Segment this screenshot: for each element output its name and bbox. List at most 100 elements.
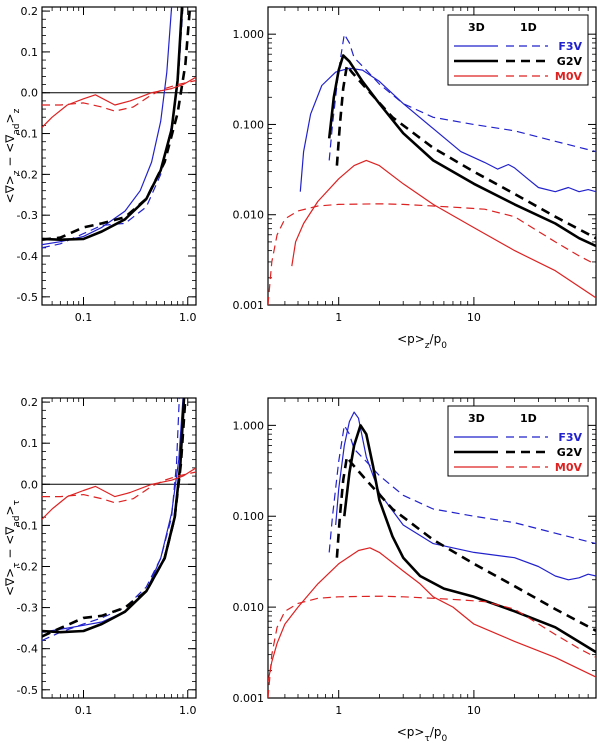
x-axis: 1 10 bbox=[267, 398, 597, 717]
x-axis-title-part: τ bbox=[424, 734, 429, 744]
y-tick-label: 0.001 bbox=[233, 692, 265, 705]
plot-frame bbox=[267, 6, 597, 306]
legend-label: M0V bbox=[555, 70, 583, 83]
legend-label: M0V bbox=[555, 461, 583, 474]
series-line-f3v-3d bbox=[335, 411, 596, 581]
y-axis-title: <∇>z − <∇ad>z bbox=[3, 108, 22, 203]
series-line-f3v-1d bbox=[42, 7, 184, 249]
x-tick-label: 1.0 bbox=[179, 704, 197, 717]
x-axis-title-part: z bbox=[425, 341, 430, 351]
x-axis-title: <p>z/p0 bbox=[397, 332, 447, 351]
x-tick-label: 1 bbox=[335, 704, 342, 717]
series-line-m0v-3d bbox=[291, 159, 596, 299]
y-tick-label: -0.3 bbox=[17, 209, 38, 222]
series-line-g2v-1d bbox=[335, 64, 596, 240]
series-line-g2v-3d bbox=[42, 7, 184, 241]
x-axis-title-part: 0 bbox=[442, 734, 448, 744]
legend-header-1d: 1D bbox=[520, 412, 537, 425]
series-line-g2v-1d bbox=[335, 455, 596, 632]
x-axis-title: <p>τ/p0 bbox=[397, 725, 448, 744]
y-axis-title-part: > bbox=[3, 505, 17, 515]
plot-frame bbox=[41, 6, 197, 306]
x-tick-label: 0.1 bbox=[75, 311, 93, 324]
x-axis-title-part: /p bbox=[430, 332, 442, 346]
legend-box bbox=[447, 405, 589, 477]
legend-label: F3V bbox=[558, 431, 582, 444]
y-axis: 1.000 0.100 0.010 0.001 bbox=[233, 6, 596, 312]
series-line-g2v-3d bbox=[42, 398, 186, 634]
series-line-m0v-1d bbox=[268, 203, 596, 305]
x-axis-title-part: <p> bbox=[397, 332, 425, 346]
y-tick-label: 0.001 bbox=[233, 299, 265, 312]
series-line-g2v-1d bbox=[42, 398, 187, 638]
x-tick-label: 0.1 bbox=[75, 704, 93, 717]
legend: 3D 1D F3V G2V M0V bbox=[447, 14, 589, 86]
x-axis: 0.1 1.0 bbox=[41, 7, 197, 324]
y-axis-title-part: z bbox=[12, 170, 22, 175]
y-tick-label: 0.2 bbox=[21, 396, 39, 409]
y-tick-label: -0.2 bbox=[17, 168, 38, 181]
y-tick-label: 0.1 bbox=[21, 46, 39, 59]
y-axis-title-part: τ bbox=[12, 562, 22, 567]
series-line-f3v-3d bbox=[42, 398, 184, 633]
y-tick-label: -0.4 bbox=[17, 643, 38, 656]
series-line-m0v-1d bbox=[268, 595, 596, 698]
series-line-m0v-3d bbox=[42, 76, 196, 128]
series-line-m0v-1d bbox=[42, 79, 196, 112]
legend-header-3d: 3D bbox=[468, 21, 485, 34]
series-line-f3v-1d bbox=[328, 424, 596, 553]
legend-label: F3V bbox=[558, 40, 582, 53]
series-line-g2v-3d bbox=[327, 54, 596, 248]
plot-frame bbox=[41, 397, 197, 699]
y-axis-title-part: − <∇ bbox=[3, 526, 17, 563]
y-tick-label: -0.1 bbox=[17, 519, 38, 532]
chart-panel-top-right: 1.000 0.100 0.010 0.001 1 10 <p>z/p0 3D 1D F3V G2V… bbox=[233, 6, 597, 351]
y-axis-title: <∇>τ − <∇ad>τ bbox=[3, 500, 22, 596]
legend: 3D 1D F3V G2V M0V bbox=[447, 405, 589, 477]
y-axis-title-part: ad bbox=[12, 515, 22, 526]
series-group bbox=[268, 33, 596, 305]
legend-header-1d: 1D bbox=[520, 21, 537, 34]
y-axis-title-part: ad bbox=[12, 123, 22, 134]
y-tick-label: 0.2 bbox=[21, 5, 39, 18]
y-axis-title-part: − <∇ bbox=[3, 134, 17, 171]
series-line-f3v-1d bbox=[42, 398, 180, 642]
y-tick-label: 0.1 bbox=[21, 437, 39, 450]
series-line-m0v-3d bbox=[268, 547, 596, 683]
y-tick-label: 0.0 bbox=[21, 478, 39, 491]
y-tick-label: 0.010 bbox=[233, 601, 265, 614]
y-tick-label: -0.1 bbox=[17, 128, 38, 141]
series-line-g2v-3d bbox=[343, 424, 596, 654]
chart-panel-bottom-left: 0.2 0.1 0.0 -0.1 -0.2 -0.3 -0.4 -0.5 0.1 1.0 <∇>τ … bbox=[3, 396, 197, 717]
series-line-g2v-1d bbox=[42, 7, 192, 241]
x-axis-title-part: /p bbox=[430, 725, 442, 739]
y-tick-label: 0.0 bbox=[21, 87, 39, 100]
y-axis-title-part: <∇> bbox=[3, 175, 17, 203]
x-axis: 1 10 bbox=[267, 7, 597, 324]
legend-header-3d: 3D bbox=[468, 412, 485, 425]
y-tick-label: 1.000 bbox=[233, 419, 265, 432]
x-tick-label: 10 bbox=[467, 311, 481, 324]
y-tick-label: 0.100 bbox=[233, 118, 265, 131]
legend-label: G2V bbox=[557, 55, 583, 68]
x-tick-label: 1 bbox=[335, 311, 342, 324]
series-line-f3v-3d bbox=[42, 7, 173, 246]
x-axis-title-part: 0 bbox=[441, 341, 447, 351]
y-tick-label: -0.5 bbox=[17, 684, 38, 697]
x-axis: 0.1 1.0 bbox=[41, 398, 197, 717]
legend-box bbox=[447, 14, 589, 86]
plot-frame bbox=[267, 397, 597, 699]
y-tick-label: -0.2 bbox=[17, 560, 38, 573]
y-axis: 0.2 0.1 0.0 -0.1 -0.2 -0.3 -0.4 -0.5 bbox=[17, 5, 196, 304]
y-tick-label: -0.5 bbox=[17, 291, 38, 304]
x-tick-label: 1.0 bbox=[179, 311, 197, 324]
series-line-f3v-3d bbox=[299, 67, 596, 193]
legend-label: G2V bbox=[557, 446, 583, 459]
y-axis-title-part: <∇> bbox=[3, 568, 17, 596]
x-axis-title-part: <p> bbox=[397, 725, 425, 739]
y-axis-title-part: z bbox=[12, 108, 22, 113]
y-axis: 1.000 0.100 0.010 0.001 bbox=[233, 397, 596, 705]
series-line-m0v-1d bbox=[42, 471, 196, 504]
y-axis-title-part: τ bbox=[12, 500, 22, 505]
